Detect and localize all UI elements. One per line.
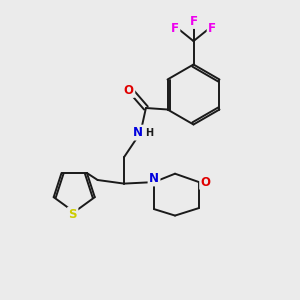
Text: N: N [149, 172, 159, 185]
Text: S: S [68, 208, 77, 221]
Text: F: F [171, 22, 179, 35]
Text: O: O [124, 83, 134, 97]
Text: F: F [190, 14, 197, 28]
Text: N: N [133, 126, 143, 139]
Text: H: H [145, 128, 153, 138]
Text: O: O [201, 176, 211, 189]
Text: F: F [208, 22, 216, 35]
